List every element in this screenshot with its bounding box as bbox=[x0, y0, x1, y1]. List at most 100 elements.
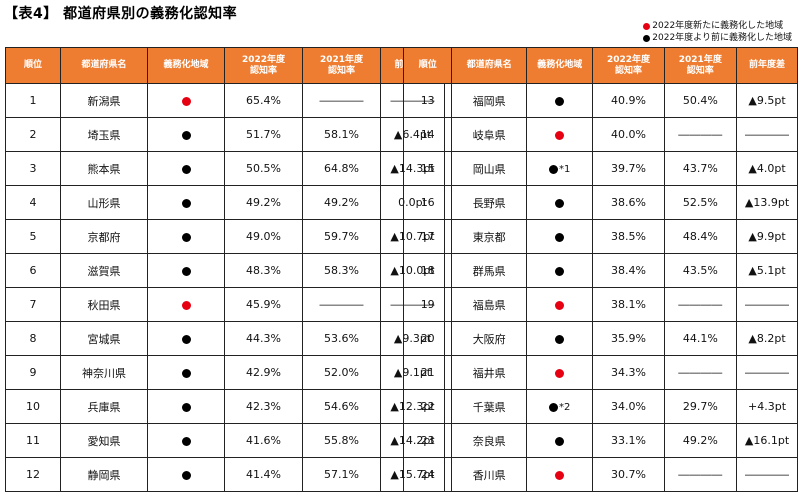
table-row: 22 千葉県 *2 34.0% 29.7% +4.3pt bbox=[402, 389, 798, 424]
rank-cell: 9 bbox=[5, 355, 61, 390]
rate-2021-cell: 48.4% bbox=[663, 219, 738, 254]
prefecture-cell: 滋賀県 bbox=[60, 253, 148, 288]
rate-2022-cell: 65.4% bbox=[224, 83, 303, 118]
header-rate-2022-year: 2022年度 bbox=[241, 54, 286, 65]
rate-2022-cell: 50.5% bbox=[224, 151, 303, 186]
mandatory-cell bbox=[525, 219, 594, 254]
rate-2022-cell: 38.4% bbox=[592, 253, 665, 288]
rank-cell: 4 bbox=[5, 185, 61, 220]
diff-cell: ▲16.1pt bbox=[736, 423, 798, 458]
mandatory-cell bbox=[147, 185, 225, 220]
rank-cell: 6 bbox=[5, 253, 61, 288]
rate-2022-cell: 38.5% bbox=[592, 219, 665, 254]
red-dot-icon bbox=[555, 300, 565, 310]
table-row: 13 福岡県 40.9% 50.4% ▲9.5pt bbox=[402, 83, 798, 118]
rank-cell: 13 bbox=[402, 83, 453, 118]
black-dot-icon bbox=[181, 436, 191, 446]
mandatory-cell bbox=[525, 457, 594, 492]
mandatory-cell bbox=[525, 117, 594, 152]
black-dot-icon bbox=[555, 232, 565, 242]
header-rate-2021-label: 認知率 bbox=[327, 65, 355, 76]
header-rate-2021-label: 認知率 bbox=[686, 65, 714, 76]
diff-cell: ―――― bbox=[736, 287, 798, 322]
prefecture-cell: 千葉県 bbox=[451, 389, 527, 424]
table-row: 1 新潟県 65.4% ―――― ―――― bbox=[5, 83, 445, 118]
black-dot-icon bbox=[643, 34, 651, 42]
header-rate-2022-year: 2022年度 bbox=[606, 54, 651, 65]
rate-2022-cell: 49.0% bbox=[224, 219, 303, 254]
red-dot-icon bbox=[555, 470, 565, 480]
prefecture-cell: 熊本県 bbox=[60, 151, 148, 186]
diff-cell: ▲9.5pt bbox=[736, 83, 798, 118]
rate-2022-cell: 42.9% bbox=[224, 355, 303, 390]
rate-2021-cell: 43.5% bbox=[663, 253, 738, 288]
table-row: 5 京都府 49.0% 59.7% ▲10.7pt bbox=[5, 219, 445, 254]
black-dot-icon bbox=[555, 96, 565, 106]
prefecture-cell: 愛知県 bbox=[60, 423, 148, 458]
black-dot-icon bbox=[181, 198, 191, 208]
rate-2022-cell: 51.7% bbox=[224, 117, 303, 152]
rank-cell: 24 bbox=[402, 457, 453, 492]
rank-cell: 14 bbox=[402, 117, 453, 152]
prefecture-cell: 静岡県 bbox=[60, 457, 148, 492]
table-row: 10 兵庫県 42.3% 54.6% ▲12.3pt bbox=[5, 389, 445, 424]
mandatory-cell bbox=[525, 321, 594, 356]
rank-cell: 7 bbox=[5, 287, 61, 322]
table-row: 17 東京都 38.5% 48.4% ▲9.9pt bbox=[402, 219, 798, 254]
rate-2022-cell: 38.1% bbox=[592, 287, 665, 322]
rate-2021-cell: 55.8% bbox=[302, 423, 381, 458]
prefecture-cell: 福島県 bbox=[451, 287, 527, 322]
prefecture-cell: 埼玉県 bbox=[60, 117, 148, 152]
rate-2022-cell: 42.3% bbox=[224, 389, 303, 424]
rank-cell: 1 bbox=[5, 83, 61, 118]
prefecture-cell: 兵庫県 bbox=[60, 389, 148, 424]
prefecture-cell: 奈良県 bbox=[451, 423, 527, 458]
table-row: 16 長野県 38.6% 52.5% ▲13.9pt bbox=[402, 185, 798, 220]
rate-2021-cell: 58.3% bbox=[302, 253, 381, 288]
rank-cell: 11 bbox=[5, 423, 61, 458]
black-dot-icon bbox=[555, 436, 565, 446]
prefecture-cell: 京都府 bbox=[60, 219, 148, 254]
table-row: 2 埼玉県 51.7% 58.1% ▲6.4pt bbox=[5, 117, 445, 152]
diff-cell: ▲13.9pt bbox=[736, 185, 798, 220]
prefecture-cell: 群馬県 bbox=[451, 253, 527, 288]
rate-2022-cell: 41.6% bbox=[224, 423, 303, 458]
rate-2022-cell: 40.0% bbox=[592, 117, 665, 152]
prefecture-cell: 宮城県 bbox=[60, 321, 148, 356]
header-rank: 順位 bbox=[402, 47, 453, 84]
table-row: 19 福島県 38.1% ―――― ―――― bbox=[402, 287, 798, 322]
legend-new-label: 2022年度新たに義務化した地域 bbox=[652, 21, 784, 31]
red-dot-icon bbox=[181, 96, 191, 106]
diff-cell: ―――― bbox=[736, 457, 798, 492]
header-rate-2021: 2021年度 認知率 bbox=[663, 47, 738, 84]
red-dot-icon bbox=[555, 368, 565, 378]
rank-cell: 3 bbox=[5, 151, 61, 186]
black-dot-icon bbox=[555, 266, 565, 276]
rate-2021-cell: 52.0% bbox=[302, 355, 381, 390]
mandatory-cell: *2 bbox=[525, 389, 594, 424]
black-dot-icon bbox=[181, 232, 191, 242]
table-row: 23 奈良県 33.1% 49.2% ▲16.1pt bbox=[402, 423, 798, 458]
prefecture-cell: 山形県 bbox=[60, 185, 148, 220]
table-row: 9 神奈川県 42.9% 52.0% ▲9.1pt bbox=[5, 355, 445, 390]
prefecture-cell: 香川県 bbox=[451, 457, 527, 492]
rate-2021-cell: 64.8% bbox=[302, 151, 381, 186]
rate-2021-cell: 29.7% bbox=[663, 389, 738, 424]
rank-cell: 2 bbox=[5, 117, 61, 152]
mandatory-cell bbox=[147, 83, 225, 118]
rate-2021-cell: 53.6% bbox=[302, 321, 381, 356]
rate-2021-cell: 50.4% bbox=[663, 83, 738, 118]
rate-2021-cell: 43.7% bbox=[663, 151, 738, 186]
red-dot-icon bbox=[181, 300, 191, 310]
rate-2021-cell: 49.2% bbox=[302, 185, 381, 220]
rank-cell: 15 bbox=[402, 151, 453, 186]
table-header-row: 順位 都道府県名 義務化地域 2022年度認知率 2021年度認知率 前年度差 bbox=[402, 47, 798, 84]
rate-2022-cell: 44.3% bbox=[224, 321, 303, 356]
rank-cell: 10 bbox=[5, 389, 61, 424]
prefecture-cell: 東京都 bbox=[451, 219, 527, 254]
diff-cell: ―――― bbox=[736, 355, 798, 390]
table-row: 24 香川県 30.7% ―――― ―――― bbox=[402, 457, 798, 492]
header-rate-2022: 2022年度 認知率 bbox=[592, 47, 665, 84]
mandatory-cell bbox=[147, 219, 225, 254]
prefecture-cell: 秋田県 bbox=[60, 287, 148, 322]
